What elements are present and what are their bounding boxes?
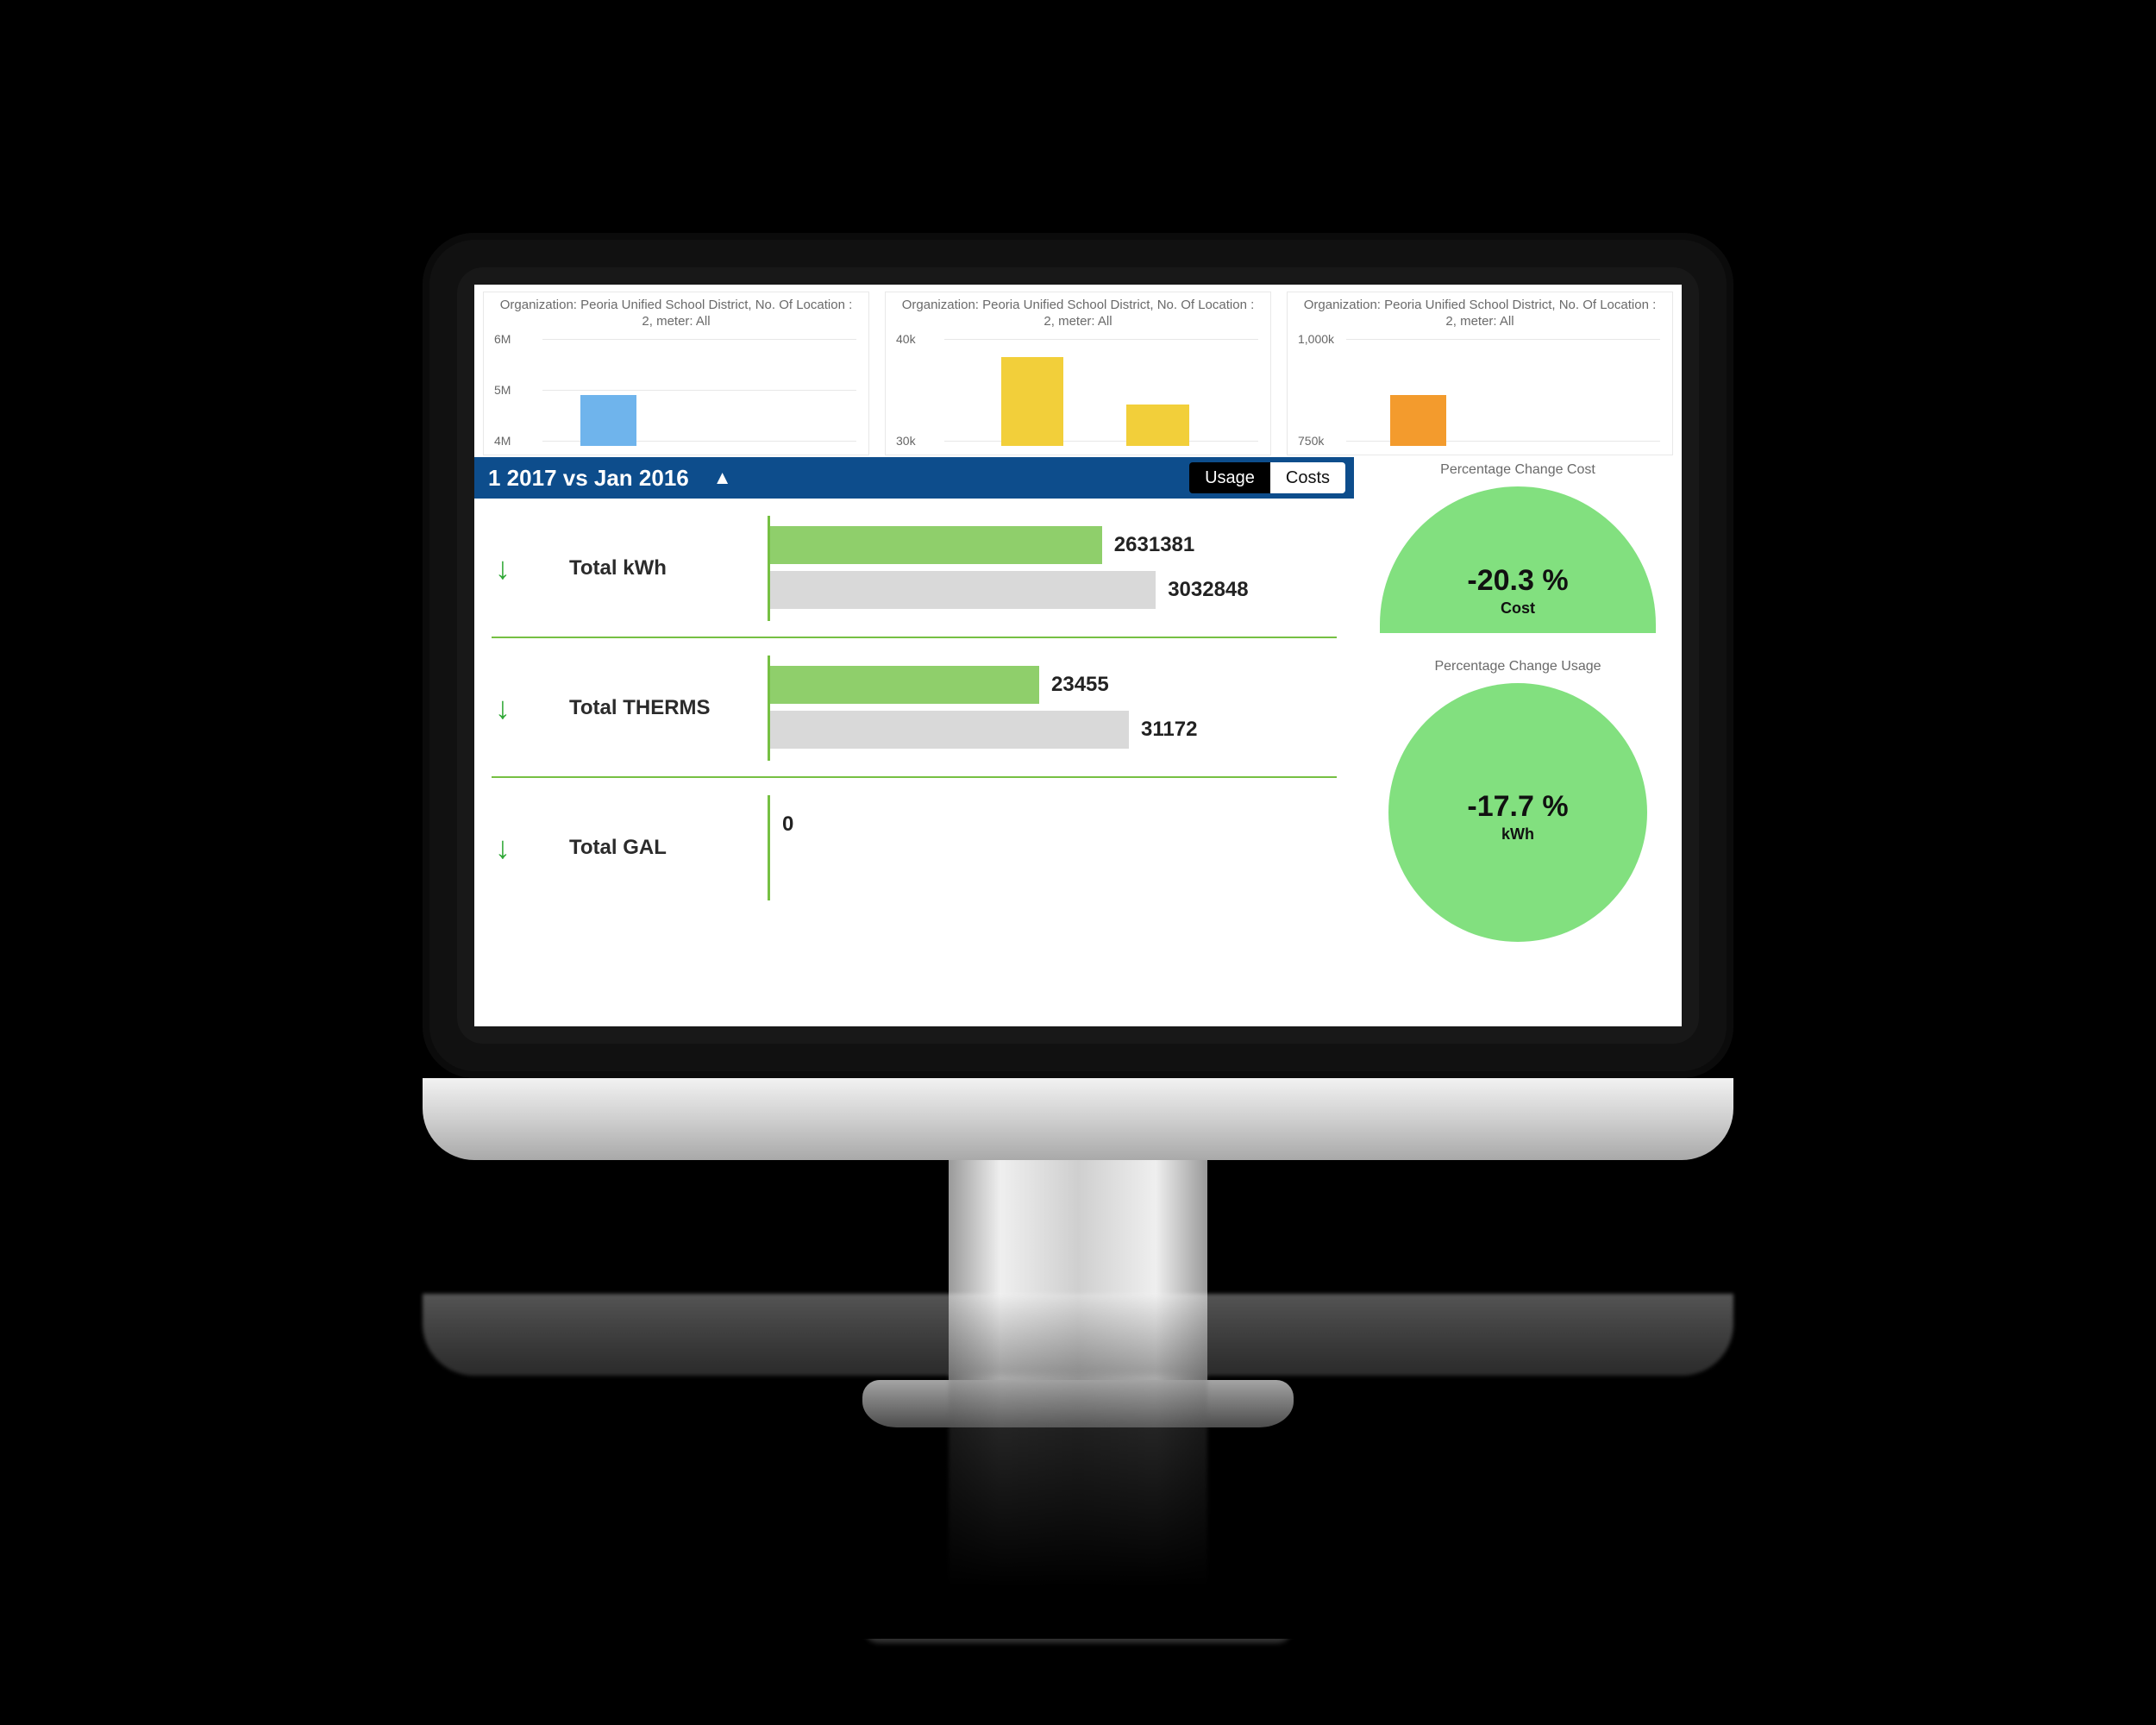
arrow-down-icon: ↓ [495, 690, 511, 726]
plot-area [944, 334, 1258, 446]
gauge-value: -20.3 % [1380, 564, 1656, 598]
bar-current: 23455 [770, 666, 1109, 704]
monitor-chin [423, 1078, 1733, 1160]
segmented-control: Usage Costs [1189, 462, 1345, 493]
ytick: 30k [896, 434, 916, 448]
metric-label: Total kWh [569, 556, 667, 580]
bars-wrap: 2631381 3032848 [768, 521, 1337, 616]
ytick: 5M [494, 383, 511, 397]
gauge-text: -20.3 %Cost [1380, 564, 1656, 618]
ytick: 6M [494, 332, 511, 346]
bar [1126, 405, 1189, 445]
comparison-row: ↓ Total THERMS 23455 31172 [474, 638, 1354, 778]
mini-chart-plot: 6M 5M 4M [491, 334, 862, 446]
comparison-row: ↓ Total kWh 2631381 3032848 [474, 499, 1354, 638]
gauge-value: -17.7 % [1388, 790, 1647, 824]
bar-fill [770, 711, 1129, 749]
mini-chart-plot: 40k 30k [893, 334, 1263, 446]
bar-value: 2631381 [1114, 533, 1194, 557]
arrow-down-icon: ↓ [495, 550, 511, 586]
monitor-foot [862, 1380, 1294, 1427]
comparison-header: 1 2017 vs Jan 2016 ▲ Usage Costs [474, 457, 1354, 499]
gauge-sub: kWh [1388, 825, 1647, 844]
mini-chart-plot: 1,000k 750k [1294, 334, 1665, 446]
bar-value: 3032848 [1168, 578, 1248, 602]
comparison-list: ↓ Total kWh 2631381 3032848 ↓ Total THERMS 234… [474, 499, 1354, 1026]
bar-current: 0 [770, 806, 793, 844]
ytick: 40k [896, 332, 916, 346]
collapse-icon[interactable]: ▲ [713, 467, 732, 489]
mini-charts-row: Organization: Peoria Unified School Dist… [483, 292, 1673, 455]
monitor-frame: Organization: Peoria Unified School Dist… [423, 233, 1733, 1078]
tab-costs[interactable]: Costs [1270, 462, 1345, 493]
gauge-text: -17.7 %kWh [1388, 790, 1647, 844]
gauge-card: Percentage Change Cost -20.3 %Cost [1363, 457, 1673, 633]
comparison-row: ↓ Total GAL 0 [474, 778, 1354, 918]
monitor-neck [949, 1160, 1207, 1384]
bar-fill [770, 571, 1156, 609]
bar [1390, 395, 1447, 446]
gauge: -20.3 %Cost [1380, 486, 1656, 633]
mini-chart-2: Organization: Peoria Unified School Dist… [885, 292, 1271, 455]
mini-chart-1: Organization: Peoria Unified School Dist… [483, 292, 869, 455]
bars-wrap: 0 [768, 800, 1337, 895]
gauge-sub: Cost [1380, 599, 1656, 618]
dashboard: Organization: Peoria Unified School Dist… [474, 285, 1682, 1026]
gauge-title: Percentage Change Usage [1363, 654, 1673, 683]
mini-chart-title: Organization: Peoria Unified School Dist… [491, 298, 862, 330]
bar-value: 23455 [1051, 673, 1109, 697]
gauge-card: Percentage Change Usage -17.7 %kWh [1363, 654, 1673, 942]
gauge: -17.7 %kWh [1388, 683, 1647, 942]
bar [580, 395, 637, 446]
bar-prior: 3032848 [770, 571, 1249, 609]
header-title: 1 2017 vs Jan 2016 [488, 465, 689, 492]
metric-label: Total GAL [569, 836, 667, 860]
metric-label: Total THERMS [569, 696, 711, 720]
mini-chart-title: Organization: Peoria Unified School Dist… [893, 298, 1263, 330]
mini-chart-title: Organization: Peoria Unified School Dist… [1294, 298, 1665, 330]
screen: Organization: Peoria Unified School Dist… [474, 285, 1682, 1026]
gauges-column: Percentage Change Cost-20.3 %CostPercent… [1363, 457, 1673, 1026]
ytick: 1,000k [1298, 332, 1334, 346]
arrow-down-icon: ↓ [495, 830, 511, 866]
gauge-title: Percentage Change Cost [1363, 457, 1673, 486]
bar-value: 31172 [1141, 718, 1197, 742]
plot-area [542, 334, 856, 446]
bar-current: 2631381 [770, 526, 1194, 564]
bars-wrap: 23455 31172 [768, 661, 1337, 756]
bar-value: 0 [782, 812, 793, 837]
bar-prior: 31172 [770, 711, 1197, 749]
ytick: 750k [1298, 434, 1324, 448]
tab-usage[interactable]: Usage [1189, 462, 1270, 493]
bar-fill [770, 666, 1039, 704]
bar-fill [770, 526, 1102, 564]
plot-area [1346, 334, 1660, 446]
mini-chart-3: Organization: Peoria Unified School Dist… [1287, 292, 1673, 455]
bar [1001, 357, 1064, 445]
ytick: 4M [494, 434, 511, 448]
